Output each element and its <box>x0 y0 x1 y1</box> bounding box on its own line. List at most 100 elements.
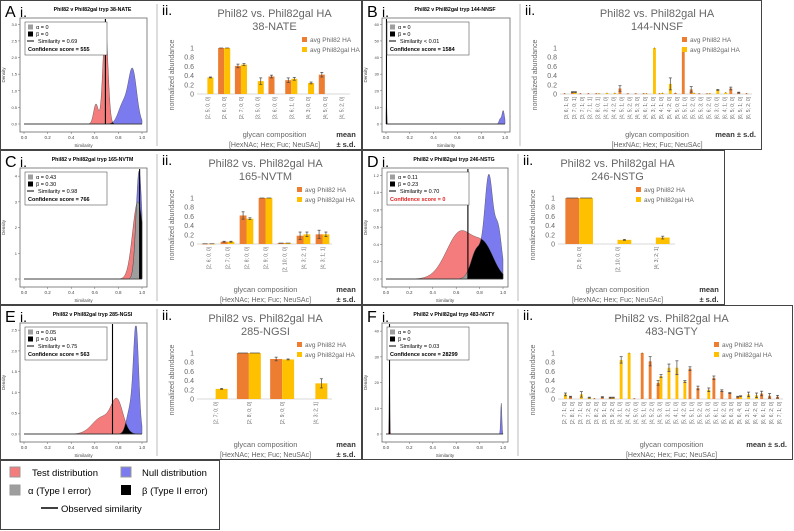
site-label: 144-NNSF <box>631 21 683 33</box>
panel-frame-F <box>362 305 793 460</box>
category-label: [4; 4; 2; 0] <box>611 96 617 119</box>
category-label: [4; 3; 1; 0] <box>618 401 624 424</box>
category-label: [4; 3; 0; 0] <box>306 96 312 119</box>
category-label: [4; 3; 2; 1] <box>654 246 660 269</box>
y-axis-label: normalized abundance <box>530 189 537 260</box>
y-axis-label: Density <box>1 374 6 390</box>
similarity-value: Similarity < 0.01 <box>400 39 439 45</box>
legend-swatch-icon <box>636 197 641 202</box>
category-label: [3; 7; 2; 0] <box>586 401 592 424</box>
category-label: [6; 4; 1; 0] <box>722 96 728 119</box>
legend-swatch-icon <box>302 37 307 42</box>
sd-label: ± s.d. <box>336 140 355 149</box>
mean-label: mean <box>699 285 719 294</box>
category-label: [2; 10; 0; 0] <box>616 246 622 272</box>
density-legend-box <box>24 171 108 206</box>
legend-swatch-icon <box>636 187 641 192</box>
x-tick-label: 1.0 <box>500 290 507 295</box>
bar-phil82 <box>296 235 304 244</box>
y-tick-label: 1 <box>190 351 194 358</box>
y-tick-label: 0.4 <box>184 223 194 230</box>
y-tick-label: 1.0 <box>373 190 379 195</box>
bar-phil82 <box>571 92 574 94</box>
category-label: [6; 5; 0; 0] <box>730 96 736 119</box>
panels: A i. Phil82 v Phil82gal tryp 38-NATE 0.0 0.… <box>0 0 793 460</box>
bar-phil82gal <box>716 89 720 94</box>
y-tick-label: 1 <box>190 196 194 203</box>
y-tick-label: 0.5 <box>11 411 17 416</box>
bar-chart-title: Phil82 vs. Phil82gal HA <box>217 8 332 20</box>
legend-swatch-icon <box>682 37 687 42</box>
bar-phil82 <box>236 353 249 399</box>
y-tick-label: 0 <box>551 242 555 249</box>
category-label: [6; 6; 1; 0] <box>761 401 767 424</box>
y-tick-label: 0.8 <box>545 360 555 367</box>
bar-phil82gal <box>724 92 728 94</box>
category-label: [5; 4; 2; 0] <box>681 401 687 424</box>
category-label: [3; 6; 1; 0] <box>289 96 295 119</box>
bar-phil82gal <box>207 77 214 94</box>
y-axis-label: Density <box>1 67 6 83</box>
sub-label: ii. <box>523 307 533 323</box>
legend-swatch-icon <box>714 342 719 347</box>
density-legend-box <box>24 21 108 56</box>
y-tick-label: 10 <box>375 105 380 110</box>
x-axis-label: Similarity <box>74 143 93 148</box>
beta-swatch-icon <box>28 336 33 342</box>
sub-label: ii. <box>162 152 172 168</box>
bar-phil82gal <box>579 198 593 244</box>
beta-swatch-icon <box>28 181 33 187</box>
y-tick-label: 0.4 <box>545 378 555 385</box>
category-label: [2; 9; 0; 0] <box>577 246 583 269</box>
bar-phil82gal <box>227 241 235 244</box>
sd-label: ± s.d. <box>336 295 355 304</box>
y-tick-label: 0 <box>377 122 380 127</box>
y-tick-label: 1.0 <box>11 390 17 395</box>
x-tick-label: 1.0 <box>139 290 146 295</box>
bar-phil82gal <box>667 367 671 399</box>
sd-label: ± s.d. <box>699 295 718 304</box>
bar-phil82 <box>270 358 283 399</box>
panel-C-density: C i. Phil82 v Phil82gal tryp 165-NVTM 0.0 0… <box>1 154 148 303</box>
x-axis-label: Similarity <box>436 298 455 303</box>
x-tick-label: 1.0 <box>502 135 509 140</box>
category-label: [2; 6; 0; 0] <box>222 96 228 119</box>
bar-phil82 <box>712 377 716 399</box>
density-title: Phil82 v Phil82gal tryp 165-NVTM <box>52 157 134 163</box>
y-tick-label: 0 <box>190 242 194 249</box>
x-tick-label: 0.4 <box>430 135 437 140</box>
panel-frame-E <box>0 305 362 460</box>
y-axis-label: normalized abundance <box>169 39 176 110</box>
similarity-value: Similarity = 0.69 <box>38 39 77 45</box>
category-label: [4; 5; 3; 0] <box>635 96 641 119</box>
bar-phil82 <box>285 80 292 94</box>
panel-letter: F <box>367 309 377 326</box>
x-tick-label: 0.0 <box>21 445 28 450</box>
x-tick-label: 1.0 <box>139 135 146 140</box>
legend-alpha: α (Type I error) <box>28 486 91 497</box>
bar-phil82gal <box>683 381 687 399</box>
bar-phil82gal <box>655 237 670 244</box>
category-label: [6; 7; 1; 0] <box>777 401 783 424</box>
x-tick-label: 0.8 <box>478 135 485 140</box>
sub-label: i. <box>382 309 389 325</box>
y-axis-label: Density <box>1 219 6 235</box>
y-tick-label: 0.6 <box>547 64 557 71</box>
category-label: [2; 7; 0; 0] <box>226 246 232 269</box>
legend-swatch-icon <box>297 187 302 192</box>
category-label: [6; 3; 0; 0] <box>714 96 720 119</box>
legend-label: avg Phil82 HA <box>305 342 347 349</box>
category-label: [4; 5; 3; 0] <box>658 401 664 424</box>
bar-phil82 <box>234 65 241 94</box>
panel-letter: B <box>367 4 378 21</box>
y-tick-label: 2 <box>15 225 18 230</box>
bar-phil82 <box>640 353 644 399</box>
sub-label: i. <box>20 4 27 20</box>
sub-label: ii. <box>523 152 533 168</box>
bar-phil82gal <box>303 234 311 244</box>
bar-phil82gal <box>240 64 247 94</box>
category-label: [3; 7; 0; 1] <box>572 96 578 119</box>
y-tick-label: 10 <box>375 406 380 411</box>
panel-E-density: E i. Phil82 v Phil82gal tryp 285-NGSI 0.0 0… <box>1 309 148 458</box>
